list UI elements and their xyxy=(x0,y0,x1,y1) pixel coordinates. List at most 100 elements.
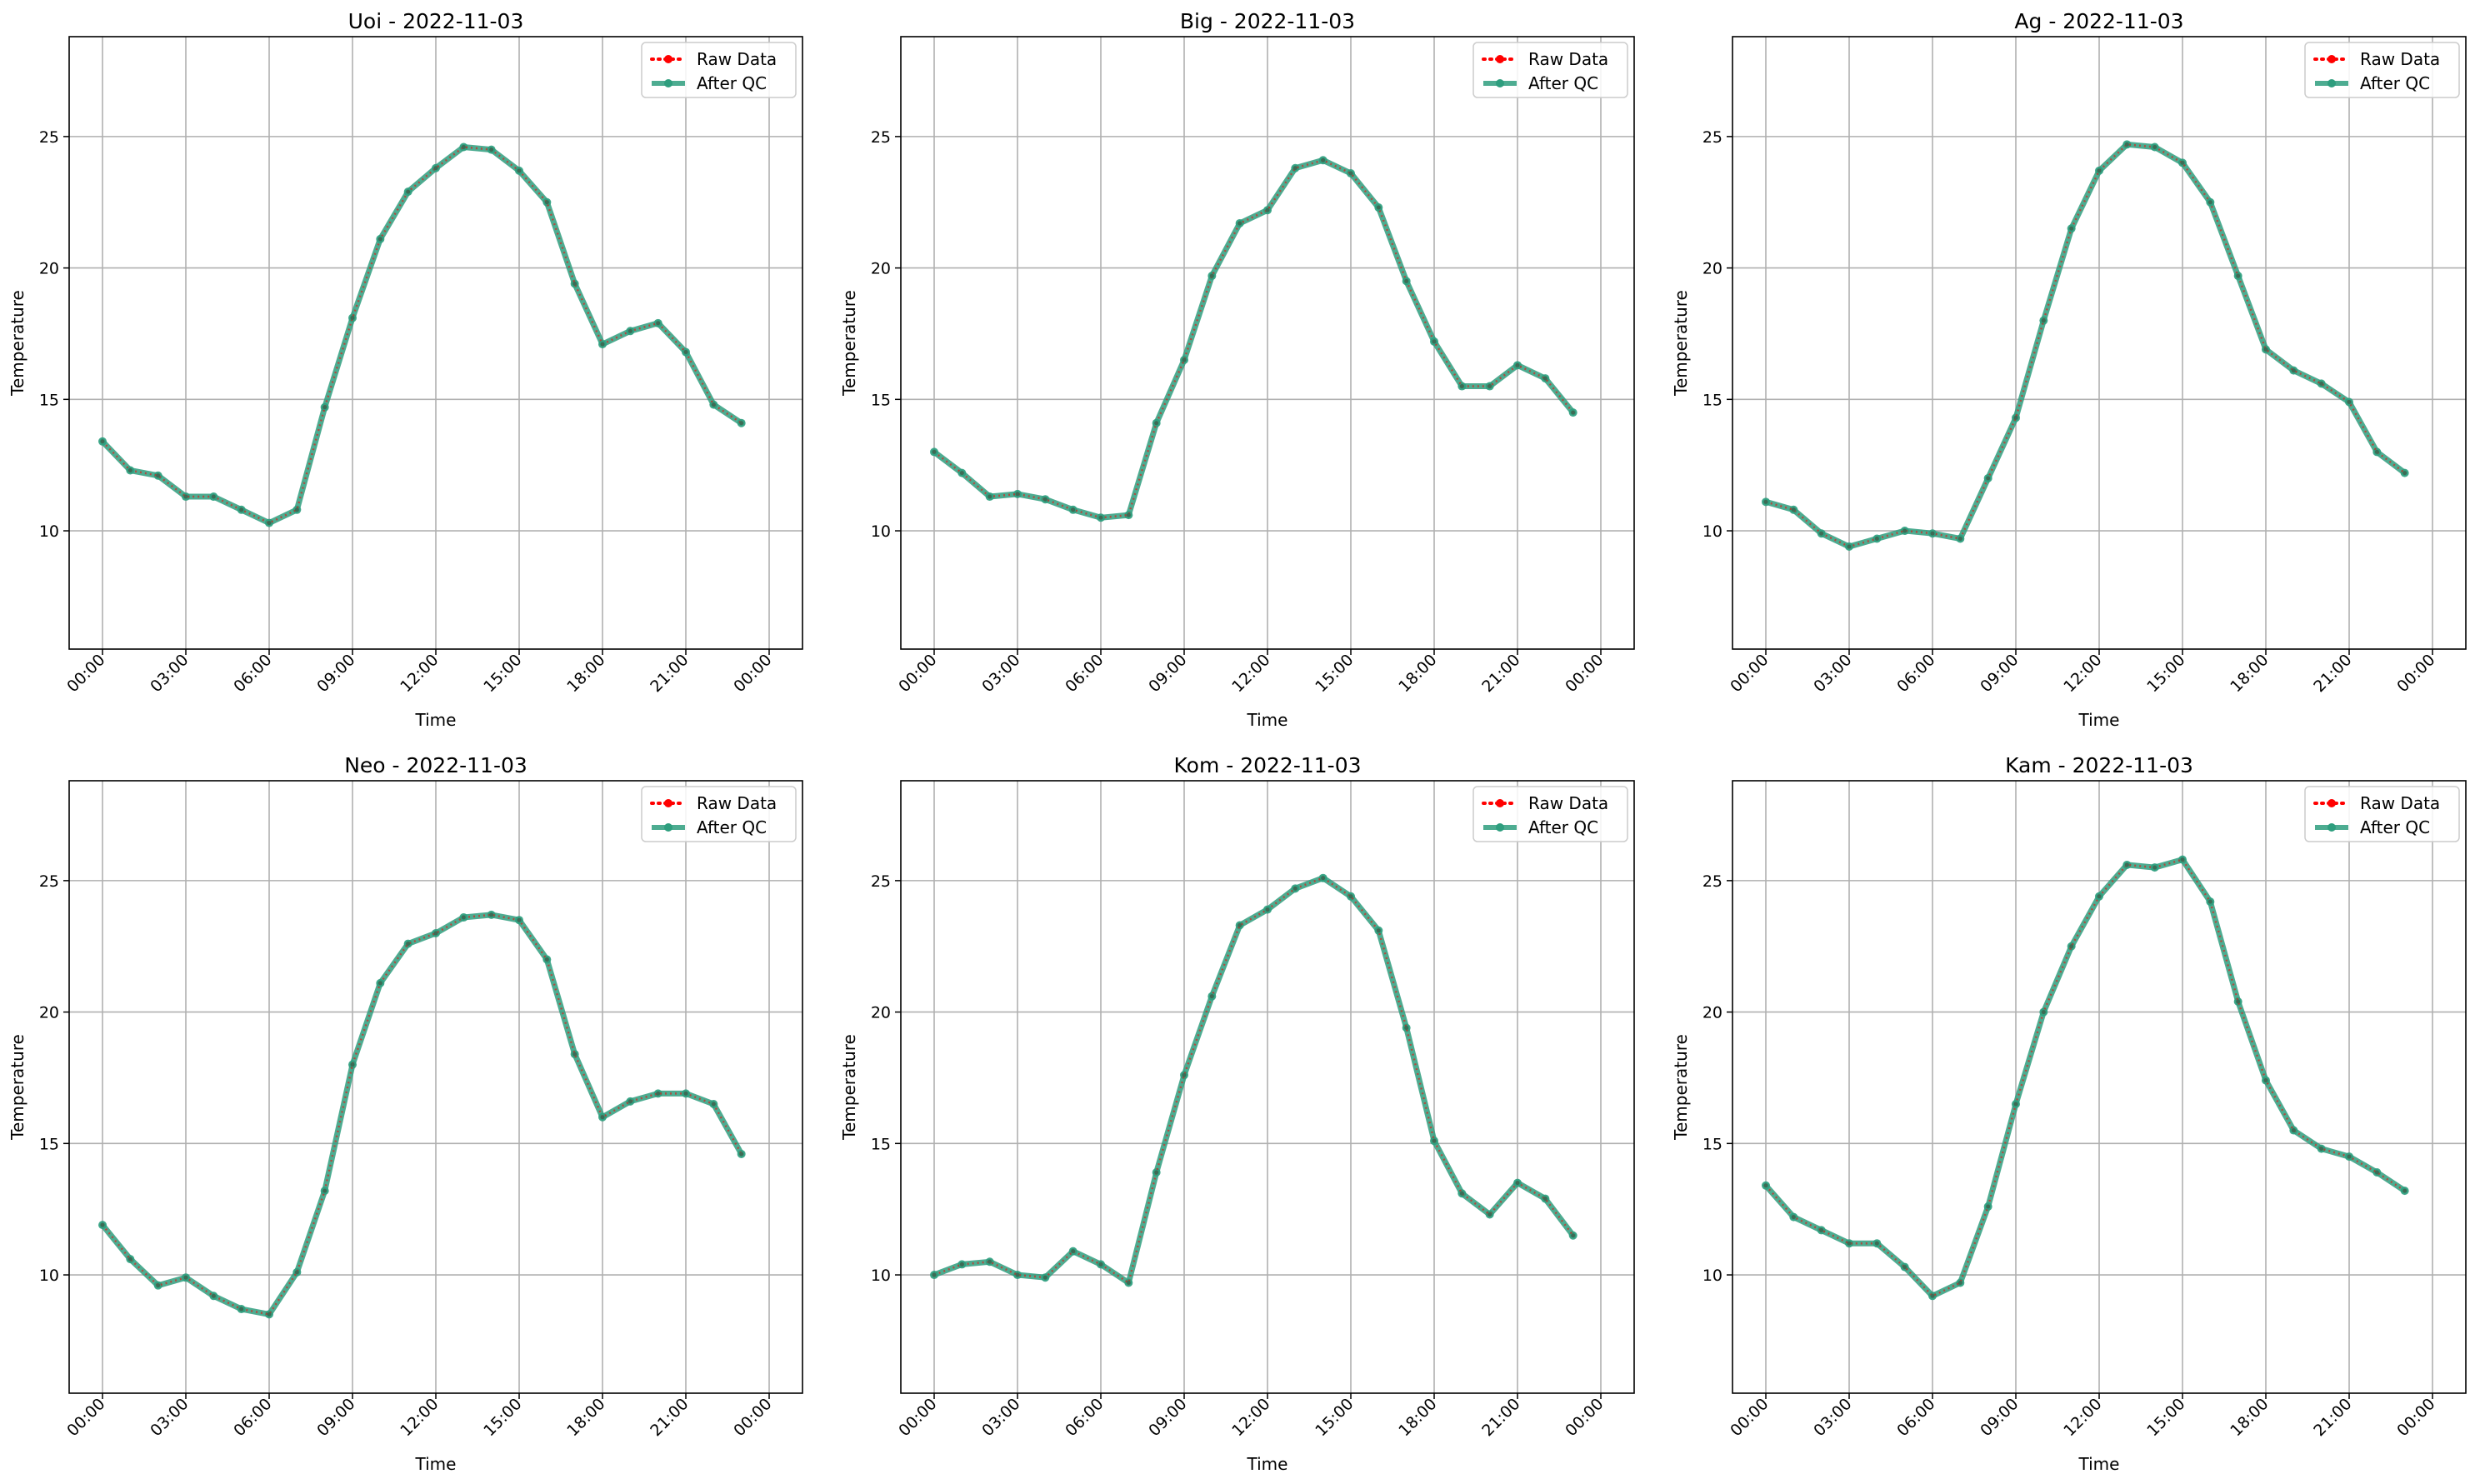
point-raw-data xyxy=(2291,368,2296,373)
point-raw-data xyxy=(2236,273,2241,278)
point-raw-data xyxy=(1763,1183,1768,1188)
point-raw-data xyxy=(1154,421,1159,426)
point-raw-data xyxy=(1015,1272,1020,1277)
x-tick-label: 00:00 xyxy=(1562,1395,1607,1440)
x-tick-label: 00:00 xyxy=(730,1395,775,1440)
x-tick-label: 12:00 xyxy=(1228,1395,1273,1440)
y-tick-label: 20 xyxy=(39,1004,59,1022)
x-tick-label: 18:00 xyxy=(1395,651,1440,696)
y-tick-label: 25 xyxy=(871,872,891,891)
point-raw-data xyxy=(544,957,549,962)
point-raw-data xyxy=(1182,357,1187,362)
point-raw-data xyxy=(711,402,716,407)
legend-marker-raw-data xyxy=(664,55,672,63)
point-raw-data xyxy=(1015,492,1020,497)
legend-label-after-qc: After QC xyxy=(697,73,767,93)
point-raw-data xyxy=(959,471,964,476)
y-tick-label: 15 xyxy=(871,391,891,409)
legend-label-raw-data: Raw Data xyxy=(1528,49,1608,69)
point-raw-data xyxy=(572,1052,578,1057)
point-raw-data xyxy=(1930,531,1935,536)
series-line-raw-data xyxy=(933,877,1574,1285)
point-raw-data xyxy=(489,147,494,152)
x-tick-label: 15:00 xyxy=(2143,651,2188,696)
point-raw-data xyxy=(1238,221,1242,226)
x-tick-label: 00:00 xyxy=(63,1395,108,1440)
legend-label-after-qc: After QC xyxy=(2360,73,2430,93)
point-raw-data xyxy=(2347,399,2352,404)
point-raw-data xyxy=(2291,1128,2296,1133)
subplot-5: 10 15 20 25 00:00 03:00 06:00 09:00 12:00 15:00 18… xyxy=(1671,753,2467,1474)
series-line-after-qc xyxy=(931,875,1577,1286)
legend-label-raw-data: Raw Data xyxy=(2360,793,2440,813)
point-raw-data xyxy=(1238,922,1242,927)
point-raw-data xyxy=(406,189,411,194)
point-raw-data xyxy=(2013,415,2018,420)
point-raw-data xyxy=(2069,226,2074,231)
subplot-3: 10 15 20 25 00:00 03:00 06:00 09:00 12:00 15:00 18… xyxy=(8,753,803,1474)
point-raw-data xyxy=(1515,1181,1520,1186)
x-axis-label: Time xyxy=(1247,710,1288,730)
point-raw-data xyxy=(544,200,549,205)
x-tick-label: 03:00 xyxy=(978,651,1023,696)
point-raw-data xyxy=(711,1102,716,1107)
y-tick-label: 10 xyxy=(871,522,891,541)
y-tick-label: 10 xyxy=(39,522,59,541)
x-tick-label: 21:00 xyxy=(647,651,692,696)
point-raw-data xyxy=(932,1272,937,1277)
point-raw-data xyxy=(406,942,411,947)
point-raw-data xyxy=(433,931,438,936)
y-tick-label: 20 xyxy=(1702,1004,1722,1022)
x-tick-label: 15:00 xyxy=(2143,1395,2188,1440)
point-raw-data xyxy=(2180,857,2185,862)
y-tick-label: 10 xyxy=(39,1267,59,1285)
point-raw-data xyxy=(322,405,328,410)
point-raw-data xyxy=(1376,205,1381,210)
point-raw-data xyxy=(350,316,355,321)
x-tick-label: 06:00 xyxy=(1062,651,1107,696)
legend-marker-after-qc xyxy=(1496,79,1504,87)
x-tick-label: 00:00 xyxy=(1727,651,1772,696)
point-raw-data xyxy=(2152,144,2158,149)
point-raw-data xyxy=(1459,384,1464,389)
series-line-after-qc xyxy=(99,144,745,527)
point-raw-data xyxy=(1321,876,1326,881)
point-raw-data xyxy=(1098,1262,1103,1267)
y-axis-label: Temperature xyxy=(1671,1034,1691,1141)
y-tick-label: 25 xyxy=(39,128,59,147)
x-tick-label: 06:00 xyxy=(1893,1395,1938,1440)
x-tick-label: 15:00 xyxy=(480,651,525,696)
point-raw-data xyxy=(959,1262,964,1267)
point-raw-data xyxy=(1515,362,1520,367)
point-raw-data xyxy=(1126,512,1131,517)
x-tick-label: 09:00 xyxy=(1977,651,2022,696)
point-raw-data xyxy=(267,521,272,526)
x-tick-label: 00:00 xyxy=(2393,651,2438,696)
x-tick-label: 06:00 xyxy=(230,651,275,696)
point-raw-data xyxy=(2069,944,2074,949)
x-tick-label: 09:00 xyxy=(313,1395,358,1440)
point-raw-data xyxy=(2347,1154,2352,1159)
point-raw-data xyxy=(239,507,244,512)
x-tick-label: 03:00 xyxy=(1810,651,1855,696)
point-raw-data xyxy=(683,350,688,355)
legend-marker-after-qc xyxy=(2328,823,2336,832)
series-line-raw-data xyxy=(1765,858,2406,1297)
subplot-1: 10 15 20 25 00:00 03:00 06:00 09:00 12:00 15:00 18… xyxy=(839,9,1635,730)
point-raw-data xyxy=(211,1293,216,1298)
x-tick-label: 03:00 xyxy=(1810,1395,1855,1440)
point-raw-data xyxy=(1874,1241,1879,1246)
subplot-title: Kam - 2022-11-03 xyxy=(2005,753,2193,777)
point-raw-data xyxy=(183,1275,188,1280)
point-raw-data xyxy=(1874,537,1879,542)
point-raw-data xyxy=(1071,507,1076,512)
point-raw-data xyxy=(128,467,132,472)
y-tick-label: 20 xyxy=(1702,260,1722,278)
point-raw-data xyxy=(183,494,188,499)
x-tick-label: 18:00 xyxy=(2227,651,2272,696)
x-tick-label: 18:00 xyxy=(563,651,608,696)
x-axis-label: Time xyxy=(1247,1454,1288,1474)
point-raw-data xyxy=(1404,278,1409,283)
point-raw-data xyxy=(1571,1233,1576,1238)
point-raw-data xyxy=(1930,1293,1935,1298)
